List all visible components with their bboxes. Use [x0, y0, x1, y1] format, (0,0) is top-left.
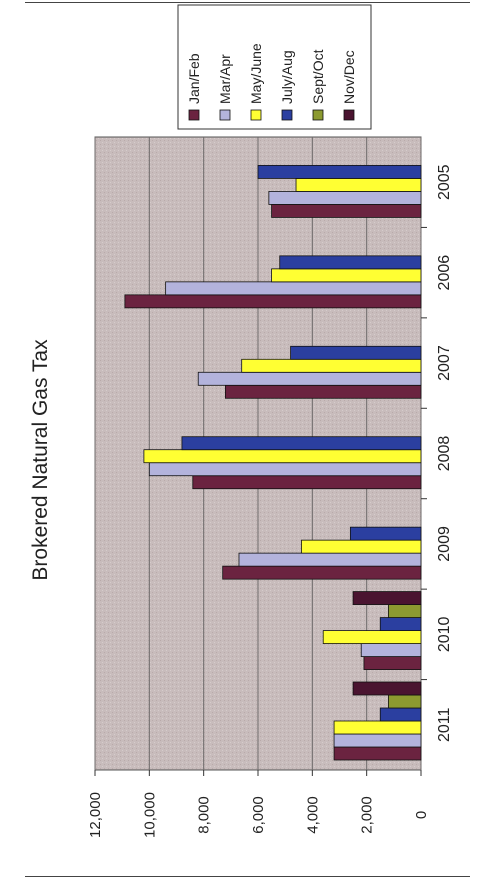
y-axis-ticks: 0 2,000 4,000 6,000 8,000 10,000 12,000 [87, 792, 430, 838]
y-tick-label: 2,000 [359, 796, 376, 834]
x-tick-label: 2005 [436, 164, 453, 200]
x-tick-label: 2007 [436, 345, 453, 381]
x-tick-label: 2006 [436, 255, 453, 291]
y-tick-label: 10,000 [141, 792, 158, 838]
bar [301, 539, 422, 554]
top-rule [25, 2, 470, 3]
bar [349, 526, 422, 541]
bar [360, 643, 422, 657]
bar [124, 294, 422, 309]
bar [241, 358, 422, 373]
bar [387, 694, 422, 709]
legend-swatch [281, 109, 293, 121]
legend-label: July/Aug [279, 50, 295, 104]
bar [333, 746, 422, 761]
bar [222, 565, 422, 580]
bar [333, 720, 422, 735]
x-axis-ticks: 2005 2006 2007 2008 2009 2010 2011 [421, 164, 453, 742]
legend-swatch [250, 109, 262, 121]
bar [279, 255, 422, 270]
legend-box [177, 4, 372, 130]
bars [124, 165, 422, 761]
bar [165, 281, 422, 296]
bar [333, 733, 422, 748]
legend-label: Nov/Dec [341, 50, 357, 104]
x-tick-label: 2011 [436, 707, 453, 742]
legend-swatch [188, 109, 200, 121]
chart-title: Brokered Natural Gas Tax [29, 339, 52, 581]
bar [224, 384, 422, 399]
bar [257, 165, 422, 179]
bar [363, 656, 422, 670]
legend-label: Mar/Apr [217, 54, 233, 104]
y-tick-label: 4,000 [304, 796, 321, 834]
legend-label: Sept/Oct [310, 49, 326, 104]
bar [379, 617, 422, 631]
bar [322, 630, 422, 644]
bar [271, 204, 422, 218]
x-tick-label: 2008 [436, 436, 453, 472]
bar [379, 707, 422, 722]
legend: Jan/Feb Mar/Apr May/June July/Aug Sept/Oct No… [177, 4, 372, 130]
legend-swatch [343, 109, 355, 121]
bar [352, 591, 422, 605]
bottom-rule [25, 876, 470, 877]
bar [387, 604, 422, 618]
x-tick-label: 2010 [436, 616, 453, 652]
bar [143, 449, 422, 464]
y-tick-label: 8,000 [196, 796, 213, 834]
y-tick-label: 0 [413, 811, 430, 819]
y-tick-label: 12,000 [87, 792, 104, 838]
bar [148, 462, 422, 477]
bar [238, 552, 422, 567]
bar [271, 268, 422, 283]
bar [295, 178, 422, 192]
bar [197, 371, 422, 386]
legend-label: Jan/Feb [186, 53, 202, 104]
x-tick-label: 2009 [436, 526, 453, 562]
legend-swatch [219, 109, 231, 121]
bar [268, 191, 422, 205]
bar [192, 475, 422, 490]
legend-swatch [312, 109, 324, 121]
y-tick-label: 6,000 [250, 796, 267, 834]
legend-label: May/June [248, 43, 264, 104]
bar [181, 436, 422, 451]
bar [352, 681, 422, 696]
bar [290, 345, 422, 360]
